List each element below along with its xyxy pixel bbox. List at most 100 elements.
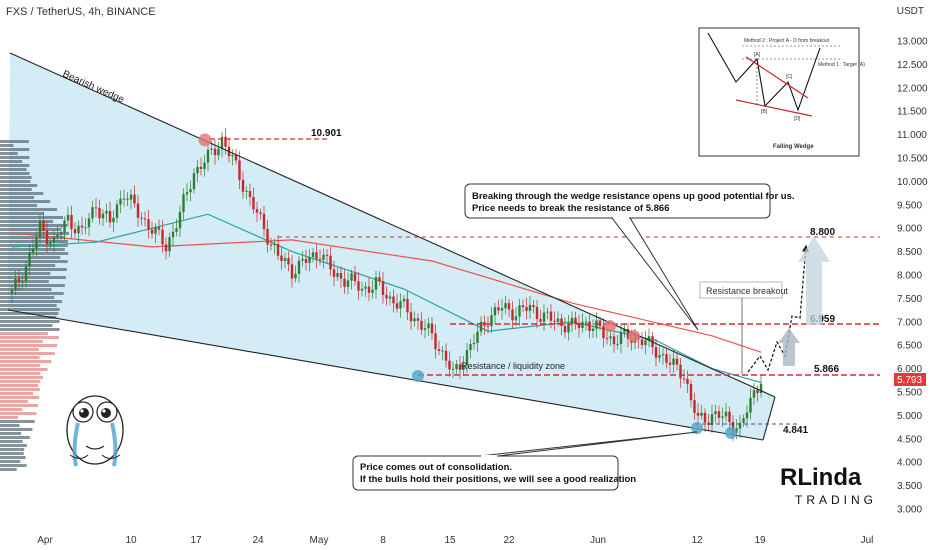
candle-body <box>108 211 112 223</box>
wedge-lower-line <box>7 309 764 441</box>
volume-profile-bar <box>0 396 40 399</box>
y-tick-label: 10.500 <box>897 154 928 165</box>
candle-body <box>245 190 248 192</box>
candle-body <box>63 220 66 233</box>
candle-body <box>24 266 28 282</box>
candle-body <box>483 321 486 326</box>
candle-body <box>133 194 136 204</box>
candle-body <box>52 237 56 243</box>
candle-body <box>647 336 651 341</box>
candle-body <box>35 237 38 249</box>
volume-profile-bar <box>0 268 67 271</box>
level-label-6959: 6.959 <box>810 314 835 325</box>
volume-profile-bar <box>0 252 69 255</box>
volume-profile-bar <box>0 440 23 443</box>
logo-line2: TRADING <box>795 493 877 507</box>
callout-top-line2: Price needs to break the resistance of 5… <box>472 203 669 214</box>
y-tick-label: 7.500 <box>897 294 922 305</box>
rlinda-trading-logo: RLinda TRADING <box>780 464 877 507</box>
candle-body <box>147 219 150 230</box>
x-axis[interactable]: Apr 10 17 24 May 8 15 22 Jun 12 19 Jul <box>37 535 873 546</box>
volume-profile-bar <box>0 336 59 339</box>
candle-body <box>700 412 703 416</box>
candle-body <box>350 273 353 281</box>
candle-body <box>42 221 45 231</box>
candle-body <box>665 354 668 363</box>
candle-body <box>182 194 185 212</box>
volume-profile-bar <box>0 444 27 447</box>
candle-body <box>84 227 87 229</box>
x-tick-label: 19 <box>754 535 766 546</box>
target-arrow-large <box>798 236 830 325</box>
touch-marker-support-1 <box>412 370 424 382</box>
candle-body <box>346 280 350 287</box>
candle-body <box>273 244 276 246</box>
candle-body <box>287 258 290 265</box>
volume-profile-bar <box>0 156 30 159</box>
y-tick-label: 9.000 <box>897 224 922 235</box>
moving-average-red <box>11 232 762 353</box>
candle-body <box>301 258 304 261</box>
candle-body <box>521 305 525 307</box>
volume-profile-bar <box>0 184 38 187</box>
candle-body <box>756 390 759 394</box>
touch-marker-support-3 <box>725 427 737 439</box>
candle-body <box>304 258 308 263</box>
candle-body <box>598 320 602 327</box>
candle-body <box>203 162 206 169</box>
y-axis[interactable]: 13.000 12.500 12.000 11.500 11.000 10.500 10.0… <box>897 37 928 516</box>
candle-body <box>59 232 63 235</box>
candle-body <box>31 248 35 253</box>
inset-label-a: [A] <box>754 52 761 58</box>
resistance-breakout-label: Resistance breakout <box>706 286 789 296</box>
candle-body <box>10 289 14 294</box>
candle-body <box>336 273 339 277</box>
logo-line1: RLinda <box>780 464 862 491</box>
candle-body <box>315 252 318 259</box>
candle-body <box>563 325 567 333</box>
inset-caption: Falling Wedge <box>773 144 814 150</box>
candle-body <box>745 412 749 419</box>
volume-profile-bar <box>0 340 43 343</box>
y-tick-label: 4.000 <box>897 458 922 469</box>
candle-body <box>493 307 497 316</box>
candle-body <box>364 286 367 289</box>
y-tick-label: 10.000 <box>897 177 928 188</box>
candle-body <box>679 364 682 379</box>
candle-body <box>311 252 315 258</box>
candle-body <box>371 289 374 293</box>
x-tick-label: Apr <box>37 535 53 546</box>
level-label-4841: 4.841 <box>783 425 808 436</box>
crying-face-illustration <box>66 395 124 467</box>
candle-body <box>91 207 94 219</box>
volume-profile-bar <box>0 284 65 287</box>
volume-profile-bar <box>0 308 60 311</box>
candle-body <box>472 342 476 345</box>
y-tick-label: 5.000 <box>897 411 922 422</box>
volume-profile-bar <box>0 236 66 239</box>
candle-body <box>476 331 479 343</box>
candle-body <box>73 229 77 234</box>
candle-body <box>689 384 693 401</box>
candle-body <box>115 204 119 218</box>
candle-body <box>77 225 80 234</box>
candle-body <box>602 326 605 339</box>
candle-body <box>535 306 539 320</box>
touch-marker-support-2 <box>691 422 703 434</box>
candle-body <box>241 179 245 192</box>
candle-body <box>714 411 717 414</box>
candle-body <box>171 231 175 238</box>
candle-body <box>556 318 560 322</box>
candle-body <box>441 350 444 352</box>
candle-body <box>546 311 549 313</box>
candle-body <box>693 400 696 413</box>
candle-body <box>696 412 700 416</box>
candle-body <box>178 211 182 229</box>
inset-method2: Method 2 : Project A - D from breakout <box>744 38 830 44</box>
candle-body <box>38 221 42 238</box>
candle-body <box>266 228 269 245</box>
volume-profile-bar <box>0 404 38 407</box>
candle-body <box>360 288 364 291</box>
candle-body <box>465 349 469 366</box>
